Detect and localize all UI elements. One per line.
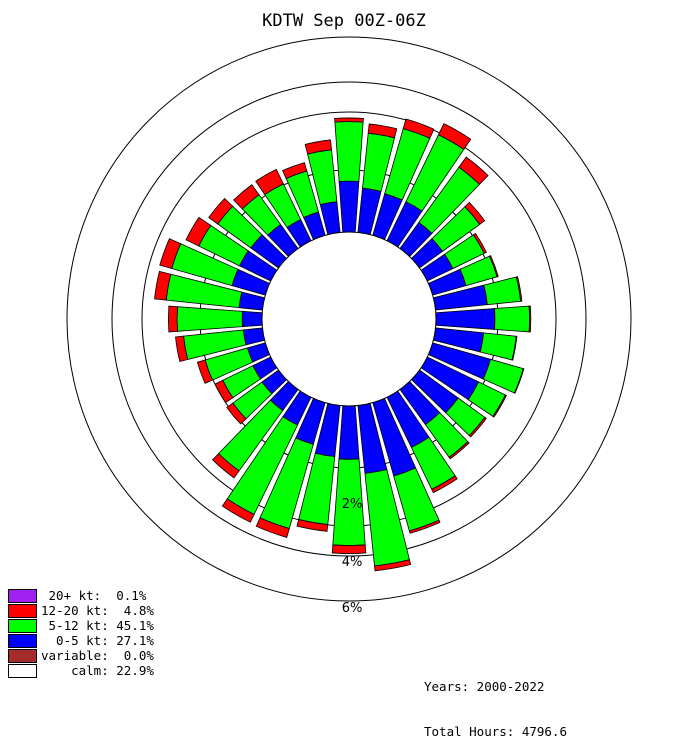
legend-label: 20+ kt: 0.1% (41, 588, 147, 603)
bar-segment (513, 368, 525, 394)
bar-segment (255, 517, 290, 538)
bar-segment (408, 519, 441, 534)
bar-segment (489, 255, 499, 278)
calm-hub (261, 231, 437, 407)
bar-segment (472, 232, 487, 254)
bar-segment (367, 123, 398, 139)
chart-title: KDTW Sep 00Z-06Z (262, 11, 426, 31)
wind-rose-chart: KDTW Sep 00Z-06Z 2% 4% 6% (66, 11, 632, 616)
bar-segment (479, 332, 517, 361)
bar-segment (211, 453, 240, 479)
bar-segment (402, 118, 435, 139)
bar-segment (167, 305, 178, 333)
bar-segment (458, 156, 489, 185)
bar-segment (334, 117, 364, 123)
legend-label: 0-5 kt: 27.1% (41, 633, 154, 648)
bar-segment (159, 238, 182, 269)
ring-labels: 2% 4% 6% (342, 497, 363, 616)
bar-segment (338, 405, 360, 460)
bar-segment (175, 335, 189, 362)
legend-swatch (8, 603, 37, 618)
bar-segment (233, 184, 260, 210)
bar-segment (464, 201, 486, 225)
ring-label: 6% (342, 601, 363, 616)
legend-swatch (8, 663, 37, 678)
legend: 20+ kt: 0.1% 12-20 kt: 4.8% 5-12 kt: 45.… (8, 588, 154, 678)
legend-item: variable: 0.0% (8, 648, 154, 663)
bar-segment (304, 139, 332, 155)
legend-label: calm: 22.9% (41, 663, 154, 678)
bar-segment (483, 276, 522, 306)
ring-label: 2% (342, 497, 363, 512)
bar-segment (374, 559, 412, 572)
bar-segment (492, 394, 507, 418)
bar-segment (176, 306, 243, 332)
bar-segment (431, 475, 458, 494)
bar-segment (226, 402, 247, 425)
percent-ring (111, 81, 587, 557)
bar-segment (494, 305, 531, 333)
legend-swatch (8, 648, 37, 663)
legend-label: 5-12 kt: 45.1% (41, 618, 154, 633)
bar-segment (208, 197, 234, 225)
legend-item: 20+ kt: 0.1% (8, 588, 154, 603)
outer-ring (66, 36, 632, 602)
legend-item: 5-12 kt: 45.1% (8, 618, 154, 633)
footer-stats: Years: 2000-2022 Total Hours: 4796.6 (424, 649, 567, 754)
bar-segment (334, 121, 364, 182)
legend-swatch (8, 633, 37, 648)
bar-segment (196, 359, 213, 384)
legend-item: calm: 22.9% (8, 663, 154, 678)
bar-segment (437, 123, 472, 150)
legend-item: 0-5 kt: 27.1% (8, 633, 154, 648)
total-hours-text: Total Hours: 4796.6 (424, 724, 567, 739)
direction-bars (154, 117, 532, 572)
bar-segment (448, 441, 470, 460)
legend-swatch (8, 618, 37, 633)
legend-label: 12-20 kt: 4.8% (41, 603, 154, 618)
legend-swatch (8, 588, 37, 603)
bar-segment (338, 180, 360, 233)
bar-segment (238, 291, 266, 311)
bar-segment (468, 416, 487, 438)
bar-segment (154, 270, 172, 301)
bar-segment (214, 379, 234, 404)
bar-segment (282, 162, 308, 179)
bar-segment (242, 327, 266, 346)
bar-segment (515, 276, 523, 302)
bar-segment (241, 310, 263, 328)
bar-segment (435, 308, 496, 330)
bar-segment (185, 216, 212, 247)
bar-segment (331, 544, 367, 554)
bar-segment (511, 335, 518, 361)
bar-segment (528, 305, 532, 333)
bar-segment (221, 498, 255, 523)
legend-item: 12-20 kt: 4.8% (8, 603, 154, 618)
bar-segment (296, 518, 329, 532)
ring-label: 4% (342, 555, 363, 570)
bar-segment (255, 168, 284, 196)
years-text: Years: 2000-2022 (424, 679, 545, 694)
legend-label: variable: 0.0% (41, 648, 154, 663)
